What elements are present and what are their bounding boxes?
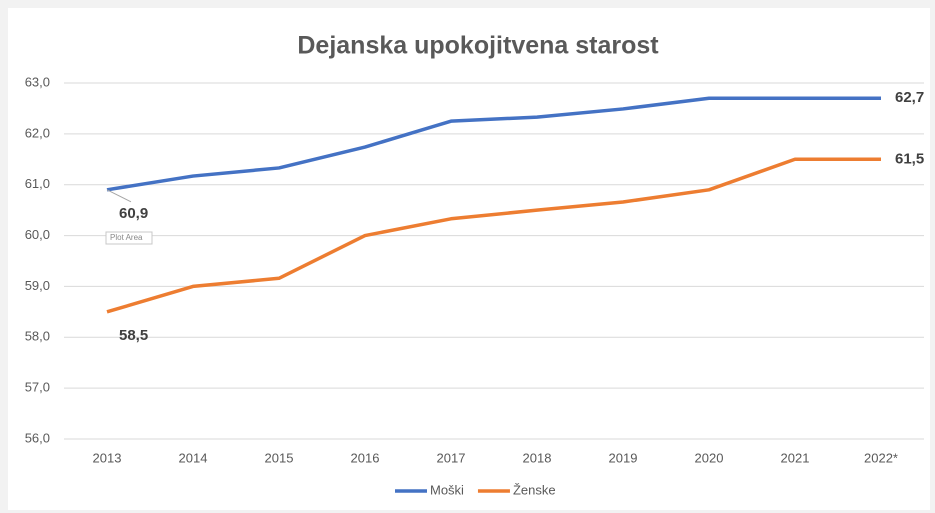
x-tick-label: 2014 bbox=[179, 450, 208, 465]
x-tick-label: 2018 bbox=[523, 450, 552, 465]
y-tick-label: 61,0 bbox=[25, 176, 50, 191]
series-line bbox=[106, 96, 881, 192]
y-tick-label: 57,0 bbox=[25, 380, 50, 395]
x-tick-label: 2013 bbox=[93, 450, 122, 465]
x-tick-label: 2015 bbox=[265, 450, 294, 465]
x-tick-label: 2021 bbox=[781, 450, 810, 465]
y-tick-label: 59,0 bbox=[25, 278, 50, 293]
series-line bbox=[106, 157, 881, 314]
x-tick-label: 2020 bbox=[695, 450, 724, 465]
tooltip-box bbox=[105, 231, 153, 245]
chart-background bbox=[8, 8, 930, 510]
y-tick-label: 58,0 bbox=[25, 329, 50, 344]
x-tick-label: 2017 bbox=[437, 450, 466, 465]
leader-line bbox=[106, 189, 132, 203]
data-label: 62,7 bbox=[895, 89, 924, 106]
y-tick-label: 60,0 bbox=[25, 227, 50, 242]
data-label: 58,5 bbox=[119, 327, 148, 344]
x-tick-label: 2016 bbox=[351, 450, 380, 465]
data-label: 60,9 bbox=[119, 205, 148, 222]
legend-label: Moški bbox=[430, 482, 464, 497]
x-tick-label: 2022* bbox=[864, 450, 898, 465]
data-label: 61,5 bbox=[895, 150, 924, 167]
y-tick-label: 62,0 bbox=[25, 125, 50, 140]
chart-title: Dejanska upokojitvena starost bbox=[297, 32, 659, 60]
y-tick-label: 63,0 bbox=[25, 74, 50, 89]
legend-label: Ženske bbox=[513, 482, 556, 497]
tooltip: Plot Area bbox=[110, 233, 143, 242]
x-tick-label: 2019 bbox=[609, 450, 638, 465]
y-tick-label: 56,0 bbox=[25, 430, 50, 445]
